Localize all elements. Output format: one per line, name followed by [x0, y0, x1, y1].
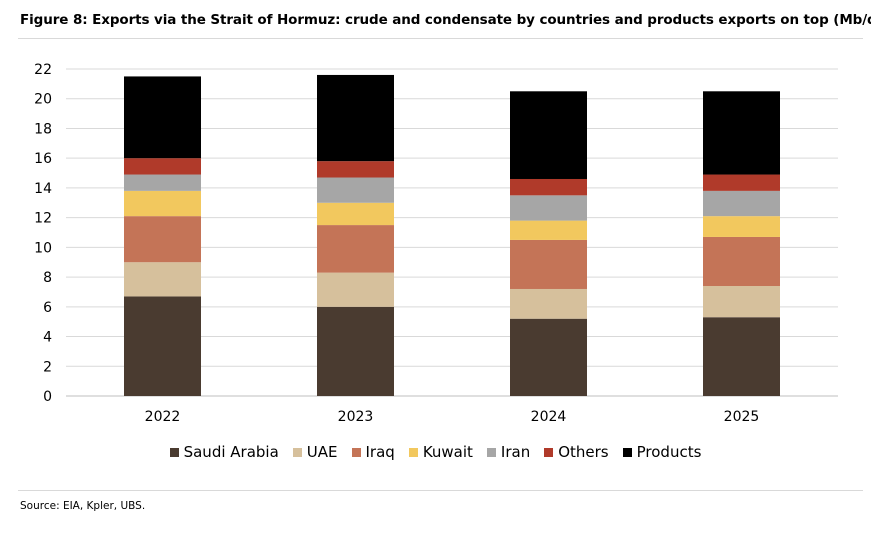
legend-swatch	[292, 447, 302, 457]
bar-segment-iran-2025	[703, 190, 780, 217]
legend-swatch	[544, 447, 554, 457]
bar-segment-others-2024	[510, 178, 587, 196]
legend-label: Iraq	[365, 443, 395, 461]
figure-title: Figure 8: Exports via the Strait of Horm…	[20, 12, 871, 28]
legend-label: Others	[558, 443, 609, 461]
bar-segment-saudi-arabia-2025	[703, 317, 780, 396]
y-tick-label: 6	[43, 300, 52, 316]
y-tick-label: 8	[43, 270, 52, 286]
source-note: Source: EIA, Kpler, UBS.	[20, 500, 146, 512]
y-tick-label: 4	[43, 330, 52, 346]
bar-segment-uae-2025	[703, 286, 780, 318]
y-tick-label: 14	[34, 181, 52, 197]
legend-item-others: Others	[544, 443, 609, 461]
bar-segment-kuwait-2022	[124, 190, 201, 217]
legend-item-iran: Iran	[486, 443, 531, 461]
y-tick-label: 0	[43, 389, 52, 405]
top-divider	[18, 38, 863, 39]
bar-segment-products-2024	[510, 91, 587, 179]
bar-segment-others-2025	[703, 174, 780, 191]
bar-segment-saudi-arabia-2024	[510, 318, 587, 396]
legend-swatch	[351, 447, 361, 457]
bar-segment-iraq-2022	[124, 216, 201, 263]
bar-segment-uae-2024	[510, 288, 587, 319]
legend-swatch	[408, 447, 418, 457]
legend-label: Kuwait	[422, 443, 473, 461]
legend-item-saudi-arabia: Saudi Arabia	[169, 443, 279, 461]
bar-segment-products-2025	[703, 91, 780, 175]
x-tick-label-2025: 2025	[724, 409, 760, 425]
bar-segment-kuwait-2023	[317, 202, 394, 226]
legend-item-kuwait: Kuwait	[408, 443, 473, 461]
bar-segment-iraq-2023	[317, 225, 394, 273]
bar-segment-uae-2023	[317, 272, 394, 307]
bar-segment-kuwait-2024	[510, 220, 587, 240]
bar-segment-saudi-arabia-2022	[124, 296, 201, 396]
bar-segment-others-2023	[317, 161, 394, 178]
bar-segment-products-2022	[124, 76, 201, 159]
y-tick-label: 18	[34, 121, 52, 137]
legend-swatch	[486, 447, 496, 457]
bar-segment-iran-2024	[510, 195, 587, 221]
legend-label: Iran	[500, 443, 531, 461]
y-tick-label: 10	[34, 240, 52, 256]
x-tick-label-2022: 2022	[145, 409, 181, 425]
legend-label: Saudi Arabia	[183, 443, 279, 461]
bar-segment-iraq-2024	[510, 239, 587, 289]
legend-label: Products	[636, 443, 702, 461]
bar-segment-iran-2023	[317, 177, 394, 203]
bar-segment-products-2023	[317, 74, 394, 162]
bar-segment-iraq-2025	[703, 236, 780, 287]
y-tick-label: 12	[34, 211, 52, 227]
legend-swatch	[169, 447, 179, 457]
x-tick-label-2023: 2023	[338, 409, 374, 425]
bar-segment-saudi-arabia-2023	[317, 306, 394, 396]
y-tick-label: 2	[43, 359, 52, 375]
bar-segment-uae-2022	[124, 262, 201, 297]
legend-item-iraq: Iraq	[351, 443, 395, 461]
y-tick-label: 16	[34, 151, 52, 167]
bar-segment-others-2022	[124, 158, 201, 175]
x-tick-label-2024: 2024	[531, 409, 567, 425]
legend-item-uae: UAE	[292, 443, 338, 461]
legend-label: UAE	[306, 443, 338, 461]
legend-swatch	[622, 447, 632, 457]
bar-segment-iran-2022	[124, 174, 201, 191]
y-tick-label: 20	[34, 92, 52, 108]
chart-legend: Saudi Arabia UAE Iraq Kuwait Iran Others Produ…	[0, 443, 871, 461]
bar-segment-kuwait-2025	[703, 216, 780, 237]
bottom-divider	[18, 490, 863, 491]
y-tick-label: 22	[34, 62, 52, 78]
legend-item-products: Products	[622, 443, 702, 461]
